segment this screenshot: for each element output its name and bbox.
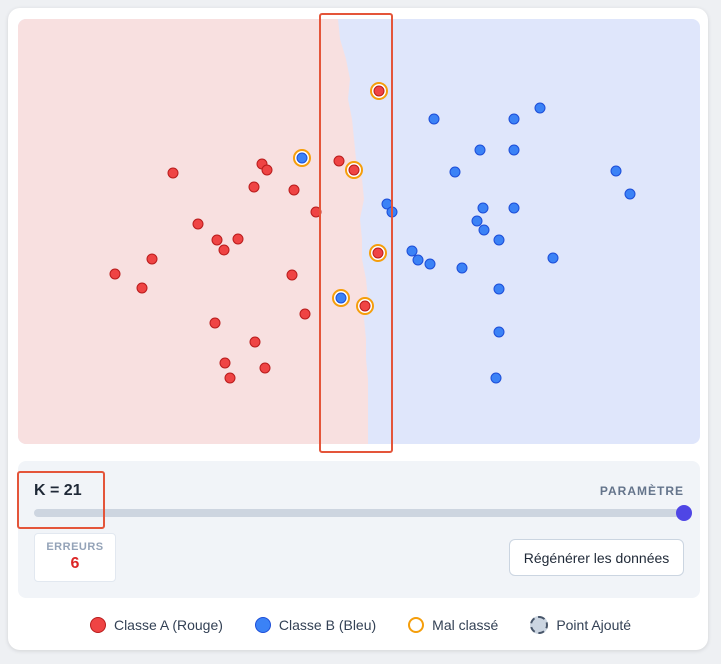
class-a-point [261, 164, 273, 176]
class-b-point [534, 102, 546, 114]
legend: Classe A (Rouge) Classe B (Bleu) Mal cla… [0, 613, 721, 637]
misclassified-class-a-point [348, 164, 360, 176]
class-a-point [249, 336, 261, 348]
class-b-point [477, 202, 489, 214]
regenerate-button[interactable]: Régénérer les données [509, 539, 684, 576]
class-b-point [508, 113, 520, 125]
class-a-region [18, 19, 368, 444]
class-b-point [508, 202, 520, 214]
class-a-point [259, 362, 271, 374]
class-a-point [209, 317, 221, 329]
class-a-point [167, 167, 179, 179]
class-b-point [478, 224, 490, 236]
misclassified-class-a-point [372, 247, 384, 259]
class-b-point [428, 113, 440, 125]
class-a-point [146, 253, 158, 265]
slider-thumb[interactable] [676, 505, 692, 521]
class-b-point [547, 252, 559, 264]
class-b-point [412, 254, 424, 266]
class-a-point [286, 269, 298, 281]
class-b-point [406, 245, 418, 257]
blue-dot-icon [254, 617, 271, 633]
control-panel: K = 21 PARAMÈTRE ERREURS 6 Régénérer les… [18, 461, 700, 598]
class-a-point [218, 244, 230, 256]
misclassified-class-b-point [335, 292, 347, 304]
class-a-point [192, 218, 204, 230]
misclassified-class-b-point [296, 152, 308, 164]
class-a-point [333, 155, 345, 167]
legend-item-misclassified: Mal classé [408, 617, 498, 633]
class-b-point [624, 188, 636, 200]
errors-box: ERREURS 6 [34, 533, 116, 582]
class-b-point [493, 283, 505, 295]
k-value-label: K = 21 [34, 482, 82, 499]
dashed-circle-icon [530, 616, 549, 634]
class-a-point [211, 234, 223, 246]
legend-item-added-point: Point Ajouté [530, 616, 631, 634]
class-b-point [490, 372, 502, 384]
class-a-point [288, 184, 300, 196]
errors-title: ERREURS [46, 541, 104, 553]
legend-label-misclassified: Mal classé [432, 617, 499, 633]
legend-item-class-a: Classe A (Rouge) [89, 617, 223, 633]
misclassified-class-a-point [359, 300, 371, 312]
class-b-point [493, 234, 505, 246]
legend-label-class-a: Classe A (Rouge) [113, 617, 223, 633]
class-b-point [471, 215, 483, 227]
scatter-svg[interactable] [18, 19, 700, 444]
red-dot-icon [89, 617, 106, 633]
class-b-point [424, 258, 436, 270]
class-b-point [449, 166, 461, 178]
class-b-point [610, 165, 622, 177]
legend-item-class-b: Classe B (Bleu) [254, 617, 377, 633]
class-b-point [456, 262, 468, 274]
legend-label-class-b: Classe B (Bleu) [278, 617, 377, 633]
k-slider[interactable] [34, 505, 692, 521]
class-b-point [493, 326, 505, 338]
class-a-point [299, 308, 311, 320]
class-a-point [136, 282, 148, 294]
legend-label-added-point: Point Ajouté [556, 617, 632, 633]
class-a-point [109, 268, 121, 280]
misclassified-class-a-point [373, 85, 385, 97]
class-a-point [248, 181, 260, 193]
class-b-point [474, 144, 486, 156]
class-a-point [310, 206, 322, 218]
class-a-point [224, 372, 236, 384]
class-b-point [508, 144, 520, 156]
class-a-point [219, 357, 231, 369]
class-b-point [386, 206, 398, 218]
parameter-label: PARAMÈTRE [599, 484, 684, 498]
errors-value: 6 [70, 555, 80, 572]
decision-plot[interactable] [18, 19, 700, 444]
orange-ring-icon [408, 617, 425, 633]
class-a-point [232, 233, 244, 245]
